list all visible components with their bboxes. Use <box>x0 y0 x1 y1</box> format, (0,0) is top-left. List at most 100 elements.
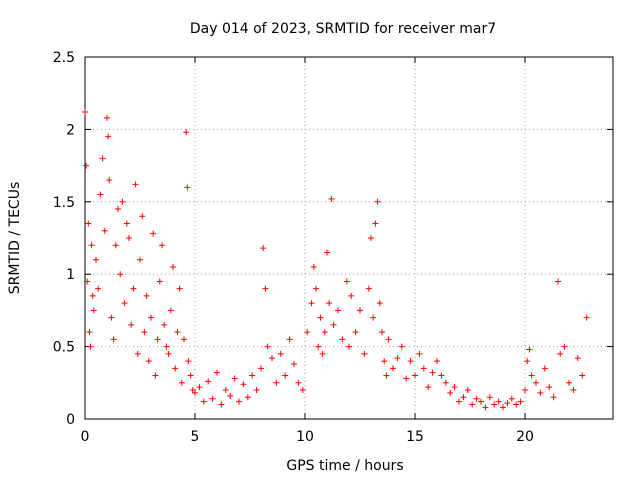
data-point <box>420 365 427 372</box>
data-point <box>478 398 484 405</box>
data-point <box>319 350 326 357</box>
data-point <box>343 278 350 285</box>
series-srmtid <box>82 109 590 411</box>
data-point <box>330 321 337 328</box>
data-point <box>104 114 110 121</box>
data-point <box>231 375 238 382</box>
data-point <box>429 369 436 376</box>
data-point <box>227 392 234 399</box>
data-point <box>291 360 297 367</box>
data-point <box>174 329 181 336</box>
data-point <box>528 372 535 379</box>
data-point <box>310 263 317 270</box>
data-point <box>123 220 130 227</box>
data-point <box>451 384 458 391</box>
data-point <box>473 395 480 402</box>
data-point <box>328 195 335 202</box>
data-point <box>145 358 152 365</box>
data-point <box>134 350 141 357</box>
data-point <box>128 321 135 328</box>
data-point <box>106 177 113 184</box>
data-point <box>500 404 506 411</box>
data-point <box>374 198 381 205</box>
data-point <box>557 350 564 357</box>
data-point <box>533 379 539 386</box>
data-point <box>469 401 476 408</box>
data-point <box>249 372 256 379</box>
data-point <box>403 375 410 382</box>
y-tick-label: 0 <box>66 412 75 428</box>
data-point <box>172 365 179 372</box>
data-point <box>352 329 359 336</box>
data-point <box>163 343 170 350</box>
data-point <box>262 285 269 292</box>
x-axis-label: GPS time / hours <box>286 458 403 474</box>
data-point <box>101 227 108 234</box>
data-point <box>148 314 154 321</box>
data-point <box>385 336 392 343</box>
data-point <box>407 358 414 365</box>
data-point <box>383 372 390 379</box>
data-point <box>258 365 264 372</box>
data-point <box>379 329 385 336</box>
data-point <box>112 242 119 249</box>
data-point <box>504 400 511 407</box>
data-point <box>282 372 289 379</box>
data-point <box>286 336 293 343</box>
data-point <box>570 387 577 394</box>
data-point <box>574 355 581 362</box>
data-point <box>390 365 396 372</box>
y-tick-label: 1.5 <box>53 195 75 211</box>
data-point <box>176 285 183 292</box>
x-tick-label: 15 <box>406 429 424 445</box>
data-point <box>295 379 302 386</box>
data-point <box>236 398 242 405</box>
data-point <box>185 358 192 365</box>
data-point <box>491 401 498 408</box>
data-point <box>486 394 493 401</box>
data-point <box>86 329 93 336</box>
data-point <box>85 220 92 227</box>
data-point <box>495 398 502 405</box>
data-point <box>508 395 515 402</box>
data-point <box>240 381 247 388</box>
data-point <box>273 379 280 386</box>
data-point <box>130 285 137 292</box>
data-point <box>161 321 168 328</box>
data-point <box>442 379 449 386</box>
data-point <box>218 401 225 408</box>
data-point <box>579 372 586 379</box>
data-point <box>522 387 528 394</box>
data-point <box>139 213 146 220</box>
data-point <box>376 300 383 307</box>
data-point <box>524 358 531 365</box>
data-point <box>269 355 275 362</box>
data-point <box>170 263 176 270</box>
data-point <box>566 379 572 386</box>
data-point <box>561 343 568 350</box>
data-point <box>324 249 330 256</box>
x-tick-label: 10 <box>296 429 314 445</box>
data-point <box>87 343 94 350</box>
tick-layer: 0 5 10 15 20 0 0.5 1 1.5 2 2.5 <box>53 50 613 445</box>
data-point <box>526 346 533 353</box>
data-point <box>370 314 377 321</box>
data-point <box>137 256 143 263</box>
data-point <box>184 184 191 191</box>
data-point <box>253 387 260 394</box>
y-axis-label: SRMTID / TECUs <box>7 182 23 295</box>
data-point <box>97 191 104 198</box>
data-point <box>93 256 99 263</box>
data-point <box>141 329 148 336</box>
data-point <box>192 389 198 396</box>
data-point <box>321 329 328 336</box>
data-point <box>482 404 489 411</box>
data-point <box>335 307 341 314</box>
y-tick-label: 2.5 <box>53 50 75 66</box>
x-tick-label: 5 <box>191 429 200 445</box>
data-point <box>115 206 121 213</box>
data-point <box>317 314 324 321</box>
data-point <box>110 336 117 343</box>
